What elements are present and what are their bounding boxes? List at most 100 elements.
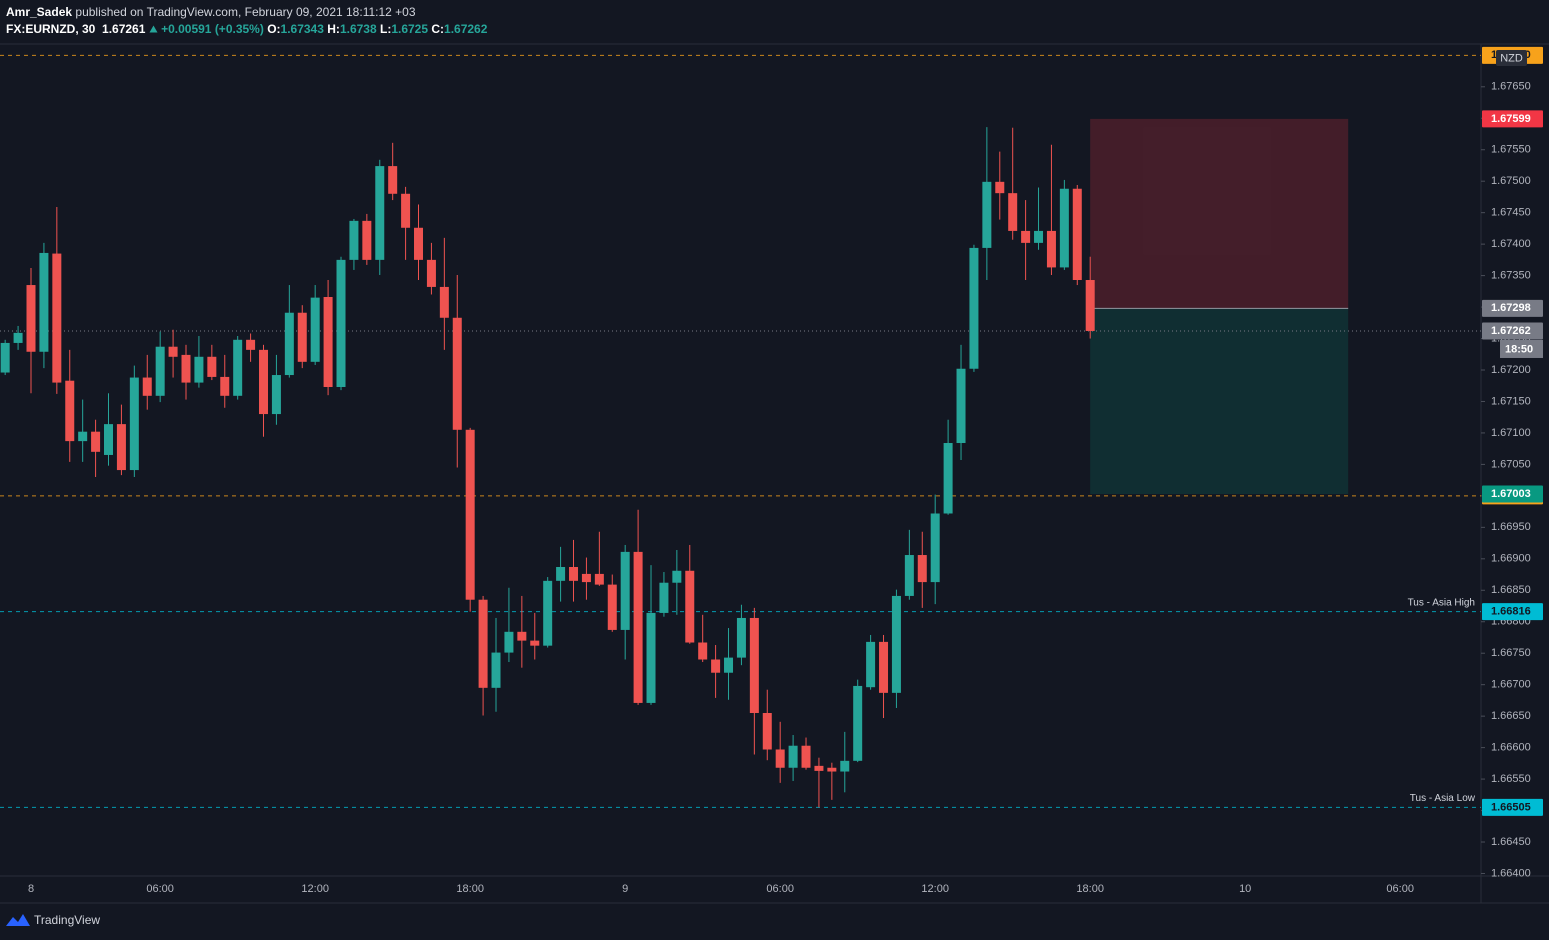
target-zone: [1090, 308, 1349, 494]
last-price-label-box: [1482, 322, 1543, 340]
candle-body: [336, 259, 346, 387]
level-label: 1.66816: [1491, 606, 1531, 618]
candle-body: [220, 376, 230, 396]
candle-body: [52, 253, 62, 383]
bid: 1.67261: [102, 22, 146, 36]
x-tick-label: 06:00: [146, 883, 174, 895]
candle-body: [698, 642, 708, 660]
candle-body: [685, 570, 695, 643]
candle-body: [349, 220, 359, 260]
y-tick-label: 1.67650: [1491, 81, 1531, 93]
candle-body: [129, 377, 139, 471]
c-label: C:: [431, 22, 445, 36]
y-tick-label: 1.66850: [1491, 584, 1531, 596]
y-tick-label: 1.66550: [1491, 773, 1531, 785]
level-label: 1.66505: [1491, 801, 1531, 813]
candle-body: [78, 431, 88, 442]
last-price-label: 1.67262: [1491, 325, 1531, 337]
publish-line: Amr_Sadek published on TradingView.com, …: [6, 4, 487, 21]
candle-body: [917, 555, 927, 583]
change: +0.00591 (+0.35%): [161, 22, 264, 36]
x-tick-label: 12:00: [301, 883, 329, 895]
candle-body: [904, 555, 914, 596]
candle-body: [1034, 230, 1044, 243]
candle-body: [879, 641, 889, 693]
candle-body: [1021, 230, 1031, 243]
y-tick-label: 1.67250: [1491, 332, 1531, 344]
candle-body: [439, 286, 449, 318]
candle-body: [982, 181, 992, 248]
candle-body: [194, 356, 204, 383]
candle-body: [646, 612, 656, 703]
candle-body: [414, 227, 424, 260]
y-tick-label: 1.67150: [1491, 395, 1531, 407]
candle-body: [142, 377, 152, 396]
candle-body: [853, 685, 863, 761]
candle-body: [465, 429, 475, 600]
candle-body: [711, 659, 721, 673]
countdown-box: [1500, 339, 1543, 358]
y-tick-label: 1.66450: [1491, 836, 1531, 848]
l-value: 1.6725: [391, 22, 429, 36]
candle-body: [426, 259, 436, 287]
candle-body: [401, 193, 411, 228]
c-value: 1.67262: [444, 22, 488, 36]
candle-body: [323, 296, 333, 387]
author: Amr_Sadek: [6, 5, 73, 19]
y-tick-label: 1.66400: [1491, 867, 1531, 879]
level-label-box: [1482, 46, 1543, 64]
candle-body: [207, 356, 217, 377]
candle-body: [749, 617, 759, 713]
candle-body: [0, 342, 10, 373]
header: Amr_Sadek published on TradingView.com, …: [6, 4, 487, 38]
currency-box: [1496, 50, 1527, 66]
symbol-line: FX:EURNZD, 30 1.67261 +0.00591 (+0.35%) …: [6, 21, 487, 38]
candle-body: [104, 424, 114, 455]
level-label: 1.67700: [1491, 49, 1531, 61]
x-tick-label: 18:00: [456, 883, 484, 895]
candle-body: [556, 566, 566, 581]
stop-label: 1.67599: [1491, 113, 1531, 125]
level-label-box: [1482, 487, 1543, 505]
candle-body: [762, 712, 772, 750]
candle-body: [1008, 193, 1018, 231]
candle-body: [1046, 230, 1056, 268]
target-label-box: [1482, 485, 1543, 503]
level-name: Tus - Asia High: [1408, 597, 1475, 608]
y-tick-label: 1.67400: [1491, 238, 1531, 250]
up-arrow: [149, 25, 158, 33]
countdown: 18:50: [1505, 343, 1533, 355]
candle-body: [284, 312, 294, 376]
level-name: Tus - Asia Low: [1410, 793, 1476, 804]
target-label: 1.67003: [1491, 488, 1531, 500]
y-tick-label: 1.66800: [1491, 616, 1531, 628]
y-tick-label: 1.66750: [1491, 647, 1531, 659]
symbol: FX:EURNZD, 30: [6, 22, 96, 36]
y-tick-label: 1.67550: [1491, 144, 1531, 156]
level-label-box: [1482, 603, 1543, 621]
y-tick-label: 1.66650: [1491, 710, 1531, 722]
candle-body: [491, 652, 501, 688]
candle-body: [581, 573, 591, 583]
y-tick-label: 1.67600: [1491, 112, 1531, 124]
candle-body: [866, 641, 876, 688]
candle-body: [672, 570, 682, 583]
x-tick-label: 06:00: [1386, 883, 1414, 895]
y-tick-label: 1.67300: [1491, 301, 1531, 313]
candle-body: [801, 745, 811, 768]
candle-body: [388, 166, 398, 194]
candle-body: [814, 765, 824, 771]
candle-body: [530, 640, 540, 646]
candle-body: [155, 346, 165, 396]
candle-body: [840, 760, 850, 772]
candle-body: [594, 573, 604, 585]
x-tick-label: 12:00: [921, 883, 949, 895]
candle-body: [39, 252, 49, 352]
candle-body: [736, 617, 746, 658]
candle-body: [65, 380, 75, 442]
candle-body: [724, 657, 734, 673]
candle-body: [956, 368, 966, 444]
candle-body: [969, 247, 979, 369]
x-tick-label: 06:00: [766, 883, 794, 895]
